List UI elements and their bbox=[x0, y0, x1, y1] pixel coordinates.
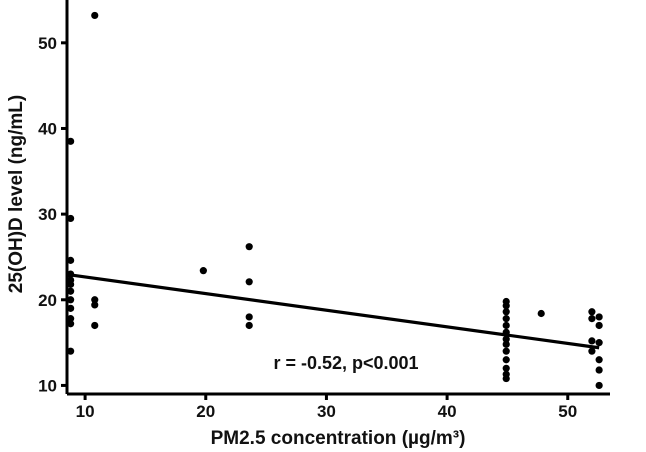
y-tick-label-20: 20 bbox=[38, 291, 57, 310]
data-point bbox=[67, 320, 75, 328]
correlation-annotation: r = -0.52, p<0.001 bbox=[273, 353, 418, 373]
data-point bbox=[502, 297, 510, 306]
data-point bbox=[595, 313, 603, 321]
data-point bbox=[67, 304, 75, 312]
data-point bbox=[595, 381, 603, 390]
data-point bbox=[91, 296, 99, 304]
data-point bbox=[245, 321, 253, 330]
data-point bbox=[67, 276, 75, 284]
data-point bbox=[67, 347, 75, 355]
data-point bbox=[91, 301, 99, 309]
data-points bbox=[67, 11, 603, 390]
y-ticks: 10 20 30 40 50 bbox=[38, 34, 67, 395]
data-point bbox=[67, 287, 75, 295]
data-point bbox=[67, 296, 75, 304]
y-tick-label-40: 40 bbox=[38, 119, 57, 138]
x-tick-label-50: 50 bbox=[558, 402, 577, 421]
data-point bbox=[502, 321, 510, 330]
data-point bbox=[502, 335, 510, 343]
data-point bbox=[67, 137, 75, 145]
data-point bbox=[91, 321, 99, 330]
data-point bbox=[595, 321, 603, 330]
x-tick-label-20: 20 bbox=[196, 402, 215, 421]
data-point bbox=[502, 347, 510, 355]
data-point bbox=[245, 243, 253, 251]
y-axis-title: 25(OH)D level (ng/mL) bbox=[6, 95, 27, 293]
data-point bbox=[502, 370, 510, 378]
data-point bbox=[502, 356, 510, 364]
data-point bbox=[67, 315, 75, 323]
regression-line bbox=[70, 273, 600, 350]
axes bbox=[65, 0, 610, 396]
data-point bbox=[595, 356, 603, 364]
data-point bbox=[502, 315, 510, 323]
data-point bbox=[595, 366, 603, 374]
data-point bbox=[537, 309, 545, 318]
data-point bbox=[502, 340, 510, 348]
x-tick-label-40: 40 bbox=[438, 402, 457, 421]
x-tick-label-10: 10 bbox=[76, 402, 95, 421]
data-point bbox=[588, 337, 596, 345]
data-point bbox=[245, 278, 253, 286]
data-point bbox=[588, 315, 596, 323]
x-ticks: 10 20 30 40 50 bbox=[76, 394, 577, 421]
data-point bbox=[502, 364, 510, 372]
y-tick-label-10: 10 bbox=[38, 376, 57, 395]
data-point bbox=[502, 308, 510, 316]
data-point bbox=[67, 256, 75, 264]
data-point bbox=[588, 308, 596, 316]
data-point bbox=[588, 347, 596, 355]
data-point bbox=[245, 313, 253, 321]
data-point bbox=[91, 11, 99, 20]
y-tick-label-50: 50 bbox=[38, 34, 57, 53]
data-point bbox=[67, 214, 75, 223]
x-tick-label-30: 30 bbox=[317, 402, 336, 421]
y-tick-label-30: 30 bbox=[38, 205, 57, 224]
data-point bbox=[595, 339, 603, 347]
x-axis-title: PM2.5 concentration (µg/m³) bbox=[211, 428, 466, 449]
data-point bbox=[199, 267, 207, 275]
